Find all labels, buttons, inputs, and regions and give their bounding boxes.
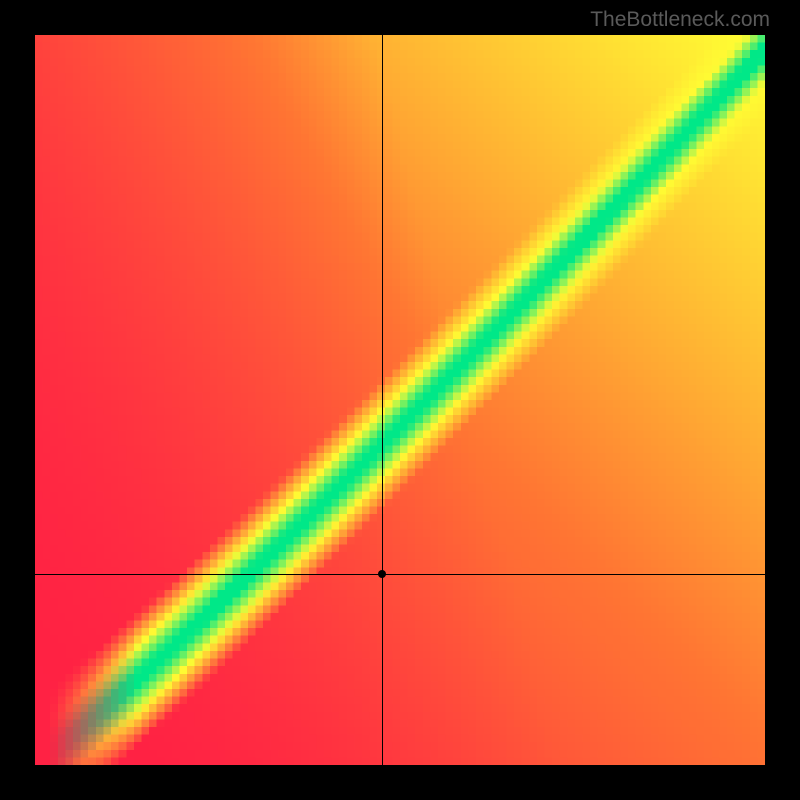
heatmap-canvas: [35, 35, 765, 765]
crosshair-horizontal: [35, 574, 765, 575]
crosshair-vertical: [382, 35, 383, 765]
marker-point: [378, 570, 386, 578]
watermark-text: TheBottleneck.com: [590, 8, 770, 32]
bottleneck-heatmap: [35, 35, 765, 765]
